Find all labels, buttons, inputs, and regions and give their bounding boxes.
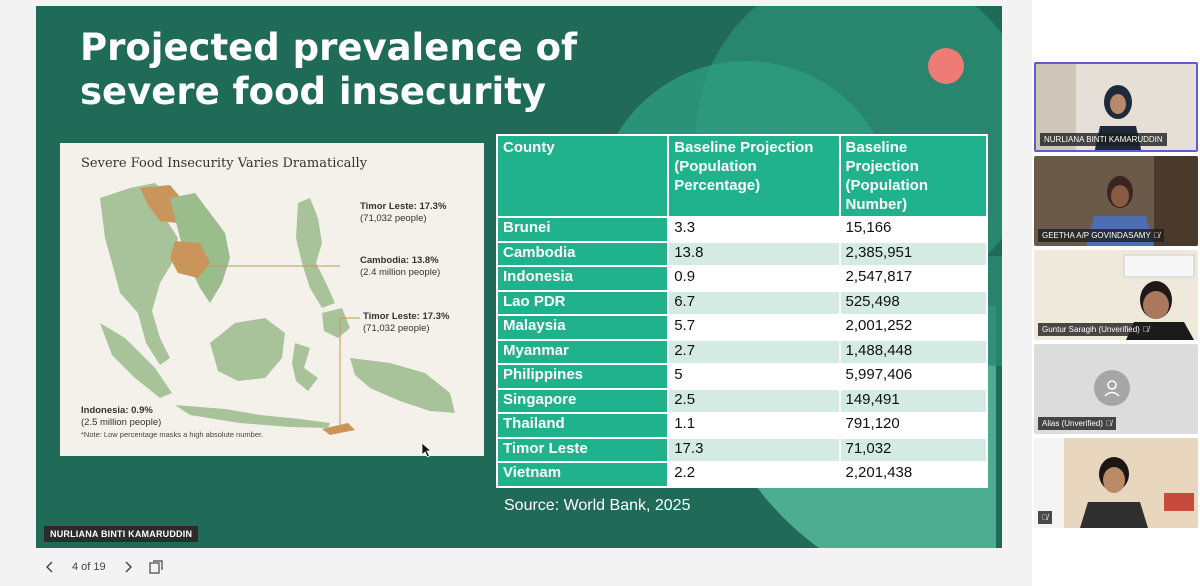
participant-name-label: GEETHA A/P GOVINDASAMY 🎙̸	[1038, 229, 1164, 242]
map-label-title: Timor Leste: 17.3%	[360, 201, 447, 212]
cell-number: 2,201,438	[838, 461, 988, 488]
map-label-detail: (71,032 people)	[363, 323, 430, 334]
participant-name: Guntur Saragih (Unverified)	[1042, 325, 1140, 334]
map-label-timor-leste: Timor Leste: 17.3% (71,032 people)	[360, 201, 446, 225]
table-row: Myanmar 2.7 1,488,448	[495, 338, 988, 365]
table-row: Singapore 2.5 149,491	[495, 387, 988, 414]
cell-country: Brunei	[495, 216, 670, 243]
map-label-title: Timor Leste: 17.3%	[363, 311, 450, 322]
cell-country: Singapore	[495, 387, 670, 414]
cell-country: Vietnam	[495, 461, 670, 488]
map-note: *Note: Low percentage masks a high absol…	[81, 430, 264, 439]
mic-off-icon: 🎙̸	[1153, 231, 1160, 240]
decorative-dot	[928, 48, 964, 84]
cell-percentage: 2.2	[667, 461, 841, 488]
participant-name-label: Alias (Unverified) 🎙̸	[1038, 417, 1116, 430]
participant-name-label: 🎙̸	[1038, 511, 1052, 524]
food-insecurity-table: County Baseline Projection (Population P…	[495, 134, 988, 488]
cell-number: 2,547,817	[838, 265, 988, 292]
map-label-title: Cambodia: 13.8%	[360, 255, 439, 266]
table-row: Cambodia 13.8 2,385,951	[495, 240, 988, 267]
participant-name-label: NURLIANA BINTI KAMARUDDIN	[1040, 133, 1167, 146]
cell-country: Thailand	[495, 412, 670, 439]
table-row: Thailand 1.1 791,120	[495, 412, 988, 439]
cell-number: 1,488,448	[838, 338, 988, 365]
column-header-number: Baseline Projection (Population Number)	[838, 134, 988, 218]
cell-percentage: 5.7	[667, 314, 841, 341]
chevron-left-icon[interactable]	[36, 553, 64, 581]
table-row: Brunei 3.3 15,166	[495, 216, 988, 243]
cell-percentage: 2.5	[667, 387, 841, 414]
participant-video	[1034, 438, 1198, 528]
presenter-name-tag: NURLIANA BINTI KAMARUDDIN	[44, 526, 199, 542]
southeast-asia-map-graphic	[100, 183, 455, 435]
table-row: Malaysia 5.7 2,001,252	[495, 314, 988, 341]
cell-number: 2,001,252	[838, 314, 988, 341]
table-row: Timor Leste 17.3 71,032	[495, 436, 988, 463]
table-row: Indonesia 0.9 2,547,817	[495, 265, 988, 292]
cell-country: Philippines	[495, 363, 670, 390]
column-header-county: County	[495, 134, 670, 218]
participant-tile[interactable]: NURLIANA BINTI KAMARUDDIN	[1034, 62, 1198, 152]
cell-number: 791,120	[838, 412, 988, 439]
cell-number: 2,385,951	[838, 240, 988, 267]
shared-screen-stage: Projected prevalence of severe food inse…	[0, 0, 1032, 586]
cell-number: 5,997,406	[838, 363, 988, 390]
map-label-title: Indonesia: 0.9%	[81, 405, 153, 416]
participant-tile[interactable]: GEETHA A/P GOVINDASAMY 🎙̸	[1034, 156, 1198, 246]
map-label-detail: (2.5 million people)	[81, 417, 162, 428]
map-label-timor-leste-2: Timor Leste: 17.3% (71,032 people)	[363, 311, 449, 335]
mic-off-icon: 🎙̸	[1142, 325, 1149, 334]
cell-percentage: 2.7	[667, 338, 841, 365]
page-indicator: 4 of 19	[72, 561, 106, 573]
table-header-row: County Baseline Projection (Population P…	[495, 134, 988, 218]
participant-name-label: Guntur Saragih (Unverified) 🎙̸	[1038, 323, 1153, 336]
cell-percentage: 3.3	[667, 216, 841, 243]
cell-percentage: 13.8	[667, 240, 841, 267]
mouse-cursor-icon	[421, 442, 433, 458]
participant-name: Alias (Unverified)	[1042, 419, 1103, 428]
participant-tile[interactable]: Alias (Unverified) 🎙̸	[1034, 344, 1198, 434]
map-heading: Severe Food Insecurity Varies Dramatical…	[81, 156, 368, 171]
cell-number: 149,491	[838, 387, 988, 414]
mic-off-icon: 🎙̸	[1042, 513, 1048, 522]
cell-number: 71,032	[838, 436, 988, 463]
cell-country: Lao PDR	[495, 289, 670, 316]
map-label-detail: (2.4 million people)	[360, 267, 441, 278]
cell-percentage: 6.7	[667, 289, 841, 316]
participant-tile[interactable]: Guntur Saragih (Unverified) 🎙̸	[1034, 250, 1198, 340]
cell-country: Myanmar	[495, 338, 670, 365]
participant-name: GEETHA A/P GOVINDASAMY	[1042, 231, 1151, 240]
presentation-slide: Projected prevalence of severe food inse…	[36, 6, 1002, 548]
participant-name: NURLIANA BINTI KAMARUDDIN	[1044, 135, 1163, 144]
cell-country: Indonesia	[495, 265, 670, 292]
table-row: Philippines 5 5,997,406	[495, 363, 988, 390]
map-label-detail: (71,032 people)	[360, 213, 427, 224]
cell-number: 15,166	[838, 216, 988, 243]
table-row: Lao PDR 6.7 525,498	[495, 289, 988, 316]
cell-percentage: 0.9	[667, 265, 841, 292]
map-label-cambodia: Cambodia: 13.8% (2.4 million people)	[360, 255, 440, 279]
column-header-percentage: Baseline Projection (Population Percenta…	[667, 134, 841, 218]
table-row: Vietnam 2.2 2,201,438	[495, 461, 988, 488]
cell-percentage: 5	[667, 363, 841, 390]
cell-number: 525,498	[838, 289, 988, 316]
chevron-right-icon[interactable]	[114, 553, 142, 581]
slides-overview-icon[interactable]	[142, 553, 170, 581]
mic-off-icon: 🎙̸	[1105, 419, 1112, 428]
cell-percentage: 17.3	[667, 436, 841, 463]
source-citation: Source: World Bank, 2025	[504, 497, 691, 514]
map-label-indonesia: Indonesia: 0.9% (2.5 million people)	[81, 405, 161, 429]
default-avatar-icon	[1094, 370, 1130, 406]
cell-country: Cambodia	[495, 240, 670, 267]
cell-country: Malaysia	[495, 314, 670, 341]
slide-title: Projected prevalence of severe food inse…	[80, 26, 578, 113]
food-insecurity-map: Severe Food Insecurity Varies Dramatical…	[60, 143, 484, 456]
slide-navigation: 4 of 19	[36, 552, 170, 582]
participant-tile[interactable]: 🎙̸	[1034, 438, 1198, 528]
cell-percentage: 1.1	[667, 412, 841, 439]
cell-country: Timor Leste	[495, 436, 670, 463]
